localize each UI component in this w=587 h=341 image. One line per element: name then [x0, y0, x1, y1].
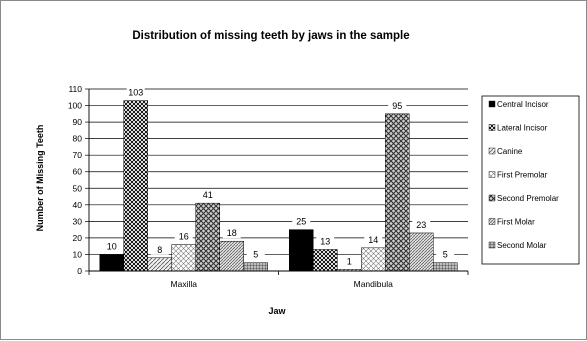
y-tick-label: 10 — [73, 249, 83, 259]
x-axis-ticks: Maxilla Mandibula — [88, 271, 469, 289]
bar — [147, 257, 172, 272]
bar — [99, 254, 124, 272]
data-label: 10 — [107, 241, 117, 251]
data-label: 41 — [203, 190, 213, 200]
bar — [433, 262, 458, 272]
data-label-bg — [436, 249, 455, 260]
data-label: 25 — [296, 217, 306, 227]
data-label-bg — [222, 228, 241, 239]
bar — [313, 249, 338, 272]
bar — [409, 232, 434, 272]
data-label-bg — [126, 87, 145, 98]
y-tick-label: 90 — [73, 117, 83, 127]
y-axis-title: Number of Missing Teeth — [35, 125, 45, 232]
legend: Central Incisor Lateral Incisor Canine Firs… — [488, 100, 559, 250]
data-label-bg — [150, 244, 169, 255]
legend-label: Canine — [497, 147, 523, 156]
bar — [385, 113, 410, 272]
data-label: 5 — [443, 250, 448, 260]
data-label: 95 — [392, 101, 402, 111]
legend-label: Central Incisor — [497, 100, 549, 109]
data-label-bg — [340, 256, 359, 267]
y-axis-ticks: 0 10 20 30 40 50 60 70 80 90 100 110 — [68, 84, 89, 276]
y-tick-label: 70 — [73, 150, 83, 160]
bar — [289, 229, 314, 272]
y-tick-label: 40 — [73, 200, 83, 210]
data-label: 8 — [157, 245, 162, 255]
data-label: 23 — [416, 220, 426, 230]
data-label-bg — [198, 190, 217, 201]
bar — [171, 244, 196, 272]
bar — [361, 247, 386, 272]
bar — [195, 202, 220, 272]
legend-label: Lateral Incisor — [497, 124, 548, 133]
data-label-bg — [388, 100, 407, 111]
y-tick-label: 20 — [73, 233, 83, 243]
bar — [123, 100, 148, 272]
y-tick-label: 80 — [73, 134, 83, 144]
data-label: 103 — [128, 88, 143, 98]
bars — [99, 100, 458, 272]
legend-label: Second Premolar — [497, 194, 559, 203]
data-label: 18 — [227, 228, 237, 238]
legend-swatch — [488, 124, 496, 131]
legend-swatch — [488, 100, 496, 108]
y-tick-label: 0 — [77, 266, 82, 276]
chart-title: Distribution of missing teeth by jaws in… — [132, 30, 409, 42]
x-tick-label: Mandibula — [354, 279, 393, 289]
legend-swatch — [488, 218, 496, 225]
y-tick-label: 30 — [73, 216, 83, 226]
legend-label: First Premolar — [497, 171, 548, 180]
data-label-bg — [292, 216, 311, 227]
legend-swatch — [488, 171, 496, 178]
data-label: 13 — [320, 236, 330, 246]
data-label: 1 — [347, 256, 352, 266]
data-label-bg — [102, 241, 121, 252]
y-tick-label: 110 — [68, 84, 82, 94]
data-label: 14 — [368, 235, 378, 245]
y-tick-label: 60 — [73, 167, 83, 177]
data-label-bg — [412, 219, 431, 230]
x-axis-title: Jaw — [268, 306, 286, 316]
bar — [219, 240, 244, 272]
legend-label: Second Molar — [497, 241, 547, 250]
legend-swatch — [488, 147, 496, 155]
legend-swatch — [488, 241, 496, 249]
data-label-bg — [174, 231, 193, 242]
bar — [243, 262, 268, 272]
data-labels: 10 103 8 16 41 18 5 25 13 1 14 95 23 5 — [102, 87, 455, 267]
data-label-bg — [316, 236, 335, 247]
data-label: 5 — [253, 250, 258, 260]
y-tick-label: 50 — [73, 183, 83, 193]
x-tick-label: Maxilla — [171, 279, 198, 289]
data-label: 16 — [179, 232, 189, 242]
data-label-bg — [246, 249, 265, 260]
legend-label: First Molar — [497, 218, 535, 227]
legend-box — [481, 95, 580, 265]
legend-swatch — [488, 194, 496, 202]
data-label-bg — [364, 234, 383, 245]
y-tick-label: 100 — [68, 101, 82, 111]
